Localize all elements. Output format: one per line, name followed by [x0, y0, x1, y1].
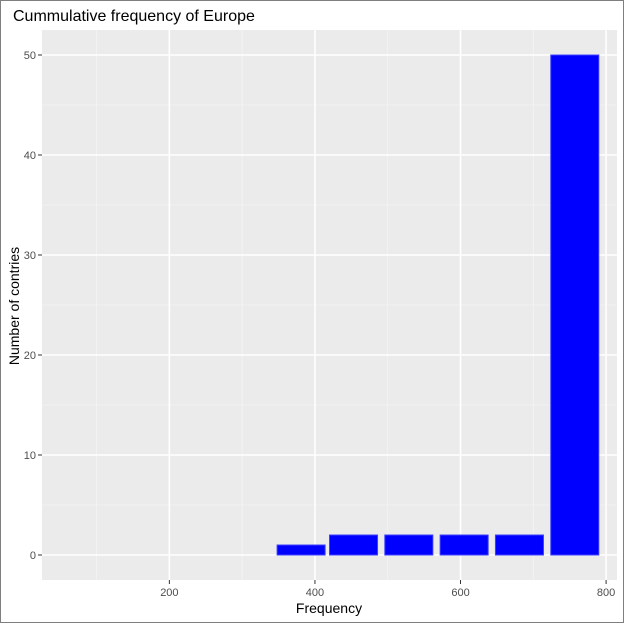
x-axis: 200 400 600 800	[160, 580, 615, 599]
bar	[384, 534, 434, 556]
chart-title: Cummulative frequency of Europe	[13, 8, 255, 25]
y-tick-label: 40	[24, 150, 36, 162]
bar	[329, 534, 379, 556]
x-tick-label: 400	[306, 587, 324, 599]
bar	[550, 54, 600, 556]
minor-gridlines	[42, 30, 617, 580]
y-axis-label: Number of contries	[6, 247, 22, 365]
bars	[276, 54, 600, 556]
y-tick-label: 50	[24, 50, 36, 62]
bar	[439, 534, 489, 556]
bar	[276, 544, 326, 556]
y-axis: 0 10 20 30 40 50	[24, 50, 42, 562]
y-tick-label: 20	[24, 350, 36, 362]
y-tick-label: 30	[24, 250, 36, 262]
y-tick-label: 0	[30, 550, 36, 562]
x-axis-label: Frequency	[296, 600, 362, 616]
x-tick-label: 600	[451, 587, 469, 599]
y-tick-label: 10	[24, 450, 36, 462]
x-tick-label: 800	[597, 587, 615, 599]
bar	[494, 534, 544, 556]
x-tick-label: 200	[160, 587, 178, 599]
